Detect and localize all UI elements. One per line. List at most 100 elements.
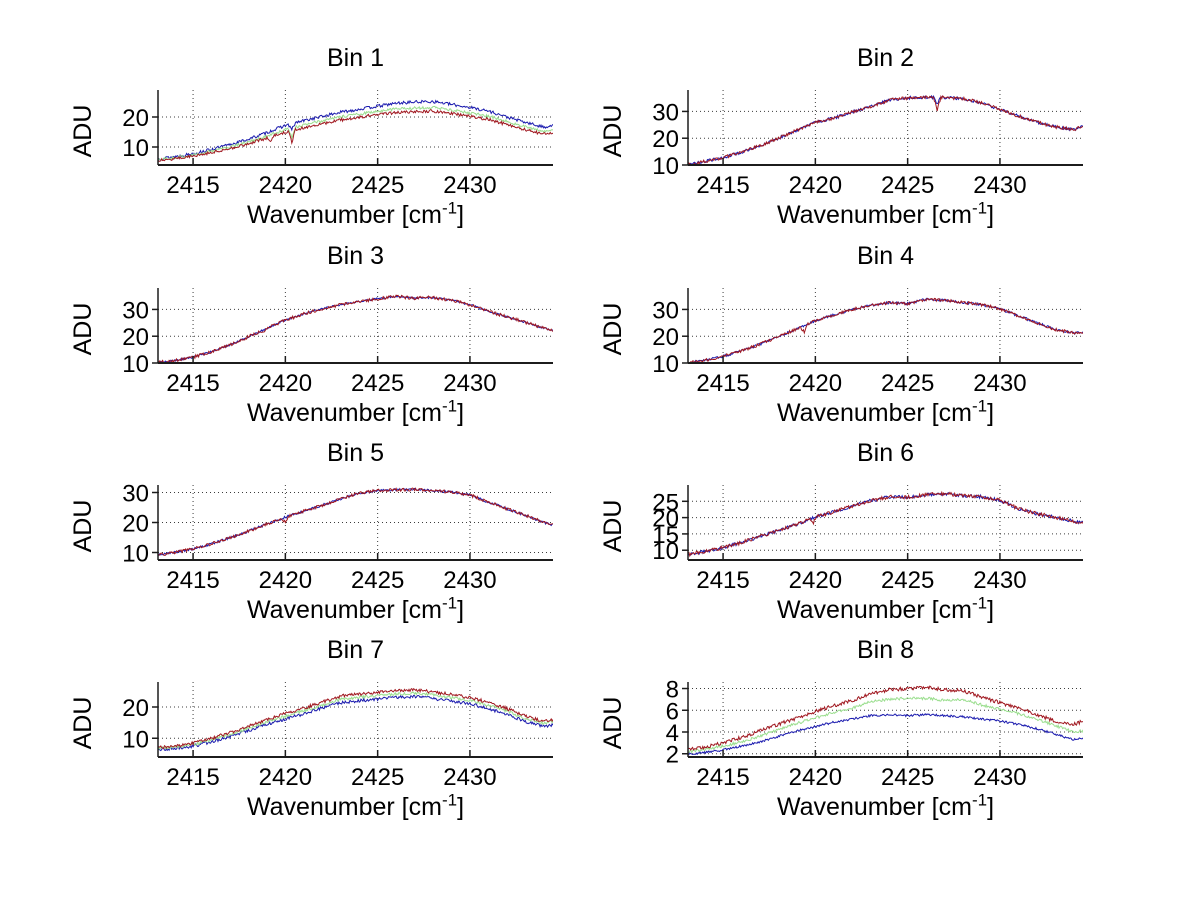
x-tick-label: 2425 (351, 370, 404, 397)
x-tick-label: 2415 (166, 567, 219, 594)
superscript: -1 (971, 593, 988, 613)
superscript: -1 (971, 396, 988, 416)
superscript: -1 (971, 790, 988, 810)
superscript: -1 (441, 198, 458, 218)
subplot-title: Bin 6 (857, 439, 914, 467)
series-group (158, 487, 553, 557)
x-tick-label: 2415 (696, 370, 749, 397)
subplot-bin-2: Bin 2 ADU 2415 2420 2425 2430 10 20 30 Wavenum… (599, 40, 1120, 237)
y-tick-label: 4 (666, 720, 679, 747)
y-tick-label: 10 (122, 351, 149, 378)
subplot-bin-7: Bin 7 ADU 2415 2420 2425 2430 10 20 Wavenumbe… (69, 632, 590, 829)
x-tick-label: 2430 (443, 764, 496, 791)
x-tick-label: 2430 (443, 172, 496, 199)
subplot-bin-4: Bin 4 ADU 2415 2420 2425 2430 10 20 30 Wavenum… (599, 238, 1120, 435)
series-line-green (688, 696, 1083, 754)
x-axis-label: Wavenumber [cm-1] (246, 396, 465, 427)
series-line-blue (158, 295, 553, 364)
series-line-blue (688, 297, 1083, 364)
y-tick-label: 20 (122, 105, 149, 132)
subplot-bin-3: Bin 3 ADU 2415 2420 2425 2430 10 20 30 Wavenum… (69, 238, 590, 435)
y-tick-label: 30 (652, 99, 679, 126)
y-tick-label: 15 (652, 522, 679, 549)
x-tick-label: 2420 (259, 172, 312, 199)
series-line-red (158, 109, 553, 162)
x-tick-label: 2425 (351, 172, 404, 199)
series-line-red (688, 685, 1083, 751)
x-tick-label: 2420 (259, 567, 312, 594)
series-line-blue (688, 713, 1083, 756)
x-tick-label: 2425 (881, 567, 934, 594)
y-tick-label: 30 (652, 297, 679, 324)
subplot-title: Bin 4 (857, 242, 914, 270)
series-line-red (158, 487, 553, 556)
y-tick-label: 10 (122, 541, 149, 568)
y-tick-label: 10 (652, 351, 679, 378)
x-tick-label: 2415 (166, 370, 219, 397)
superscript: -1 (441, 593, 458, 613)
series-line-blue (688, 492, 1083, 556)
y-tick-label: 20 (122, 511, 149, 538)
x-tick-label: 2425 (351, 764, 404, 791)
x-tick-label: 2415 (696, 567, 749, 594)
subplot-bin-1: Bin 1 ADU 2415 2420 2425 2430 10 20 Wavenumbe… (69, 40, 590, 237)
x-tick-label: 2415 (696, 172, 749, 199)
plot-area: 2415 2420 2425 2430 10 20 30 (122, 481, 553, 594)
plot-area: 2415 2420 2425 2430 10 20 (122, 682, 553, 791)
superscript: -1 (441, 790, 458, 810)
series-group (688, 297, 1083, 364)
x-tick-label: 2430 (973, 370, 1026, 397)
series-line-blue (158, 99, 553, 161)
x-tick-label: 2415 (166, 172, 219, 199)
x-tick-label: 2415 (166, 764, 219, 791)
y-tick-label: 30 (122, 297, 149, 324)
x-tick-label: 2415 (696, 764, 749, 791)
x-tick-label: 2420 (789, 764, 842, 791)
x-axis-label: Wavenumber [cm-1] (246, 593, 465, 624)
x-tick-label: 2430 (973, 172, 1026, 199)
x-axis-label: Wavenumber [cm-1] (246, 790, 465, 821)
series-group (158, 687, 553, 752)
series-line-red (688, 297, 1083, 364)
series-group (688, 94, 1083, 166)
subplot-title: Bin 5 (327, 439, 384, 467)
superscript: -1 (441, 396, 458, 416)
x-tick-label: 2430 (973, 567, 1026, 594)
series-group (158, 294, 553, 364)
subplot-title: Bin 1 (327, 44, 384, 72)
series-group (158, 99, 553, 162)
x-axis-label: Wavenumber [cm-1] (246, 198, 465, 229)
y-tick-label: 10 (122, 726, 149, 753)
subplot-bin-6: Bin 6 ADU 2415 2420 2425 2430 10 15 20 25 Waven… (599, 435, 1120, 632)
x-axis-label: Wavenumber [cm-1] (776, 790, 995, 821)
x-tick-label: 2430 (443, 567, 496, 594)
y-tick-label: 30 (122, 481, 149, 508)
x-tick-label: 2425 (351, 567, 404, 594)
series-line-blue (158, 487, 553, 557)
y-tick-label: 20 (652, 126, 679, 153)
subplot-title: Bin 3 (327, 242, 384, 270)
x-tick-label: 2430 (973, 764, 1026, 791)
x-tick-label: 2420 (789, 172, 842, 199)
y-tick-label: 8 (666, 677, 679, 704)
y-tick-label: 2 (666, 742, 679, 769)
subplot-title: Bin 8 (857, 636, 914, 664)
y-tick-label: 25 (652, 489, 679, 516)
superscript: -1 (971, 198, 988, 218)
subplot-bin-5: Bin 5 ADU 2415 2420 2425 2430 10 20 30 Wavenum… (69, 435, 590, 632)
x-tick-label: 2425 (881, 172, 934, 199)
x-tick-label: 2425 (881, 370, 934, 397)
series-line-blue (158, 694, 553, 752)
y-tick-label: 20 (122, 324, 149, 351)
y-tick-label: 10 (652, 153, 679, 180)
subplot-bin-8: Bin 8 ADU 2415 2420 2425 2430 2 4 6 8 Wavenumbe… (599, 632, 1120, 829)
y-tick-label: 6 (666, 698, 679, 725)
y-tick-label: 20 (652, 506, 679, 533)
plot-area: 2415 2420 2425 2430 10 20 (122, 90, 553, 199)
